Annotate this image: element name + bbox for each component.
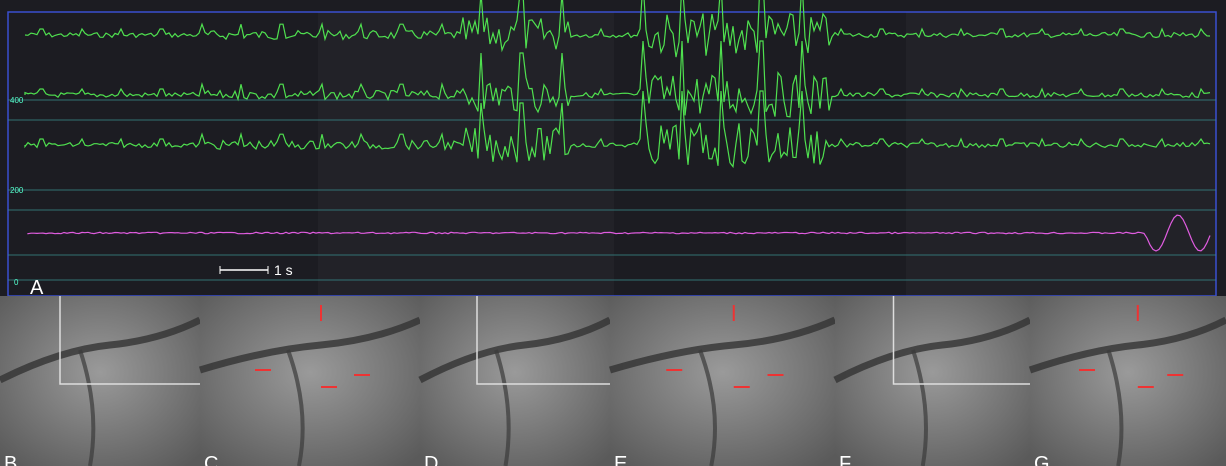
axis-label: 200	[10, 186, 24, 195]
angiogram-image	[0, 296, 200, 466]
ecg-segment	[318, 12, 614, 296]
axis-label: 0	[14, 278, 19, 287]
angiogram-image	[420, 296, 610, 466]
figure: 400 200 0 1 s A B C D E F G	[0, 0, 1226, 466]
angiograms: B C D E F G	[0, 296, 1226, 466]
axis-label: 400	[10, 96, 24, 105]
ecg-segment	[906, 12, 1216, 296]
angiogram-image	[835, 296, 1030, 466]
panel-label: E	[614, 453, 627, 466]
panel-label: C	[204, 453, 218, 466]
angiogram-image	[1030, 296, 1226, 466]
panel-label: G	[1034, 453, 1050, 466]
scale-bar-label: 1 s	[274, 262, 293, 278]
panel-label: B	[4, 453, 17, 466]
angiogram-image	[200, 296, 420, 466]
panel-label: D	[424, 453, 438, 466]
panel-label: F	[839, 453, 851, 466]
angiogram-image	[610, 296, 835, 466]
panel-label: A	[30, 277, 44, 299]
